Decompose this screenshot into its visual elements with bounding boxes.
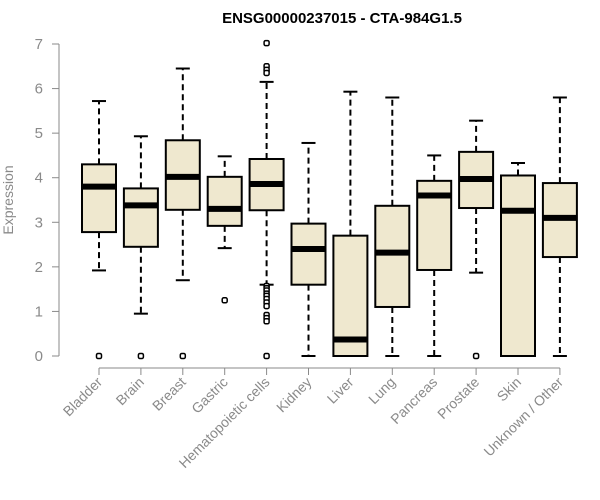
x-tick-label: Breast [149, 374, 189, 414]
outlier-point [263, 69, 270, 77]
box-group [500, 162, 536, 357]
y-axis-label: Expression [0, 165, 16, 234]
x-tick-label: Liver [324, 374, 357, 407]
outlier-point [263, 302, 270, 310]
y-tick-label: 4 [35, 170, 43, 187]
x-tick-label: Brain [113, 374, 147, 408]
iqr-box [332, 234, 369, 358]
box-group [248, 39, 285, 360]
plot-area [81, 39, 578, 360]
box-group [164, 67, 201, 360]
outlier-point [472, 352, 480, 360]
iqr-box [374, 204, 411, 308]
box-group [122, 135, 159, 360]
iqr-box [122, 187, 159, 248]
iqr-box [290, 222, 327, 286]
iqr-box [81, 163, 117, 234]
x-tick-label: Lung [365, 374, 398, 407]
box-group [541, 96, 578, 357]
chart-title: ENSG00000237015 - CTA-984G1.5 [222, 10, 462, 27]
y-tick-label: 5 [35, 125, 43, 142]
box-group [290, 141, 327, 357]
y-tick-label: 2 [35, 259, 43, 276]
x-tick-label: Kidney [273, 374, 315, 416]
y-tick-label: 0 [35, 348, 43, 365]
y-tick-label: 7 [35, 36, 43, 53]
outlier-point [263, 352, 270, 360]
outlier-point [179, 352, 187, 360]
outlier-point [221, 297, 228, 304]
outlier-point [137, 352, 145, 360]
y-tick-label: 6 [35, 81, 43, 98]
x-tick-label: Unknown / Other [480, 374, 566, 460]
outlier-point [263, 39, 270, 47]
x-tick-label: Skin [494, 374, 525, 405]
y-tick-label: 3 [35, 214, 43, 231]
x-tick-label: Prostate [434, 374, 482, 422]
iqr-box [206, 175, 243, 227]
box-group [206, 155, 243, 304]
box-group [332, 90, 369, 358]
box-group [416, 154, 453, 357]
iqr-box [500, 174, 536, 357]
box-group [81, 100, 117, 360]
box-group [374, 96, 411, 357]
outlier-point [263, 317, 270, 325]
box-group [458, 119, 495, 360]
x-tick-label: Bladder [60, 374, 106, 420]
outlier-point [95, 352, 103, 360]
y-tick-label: 1 [35, 303, 43, 320]
x-tick-label: Pancreas [387, 374, 440, 427]
